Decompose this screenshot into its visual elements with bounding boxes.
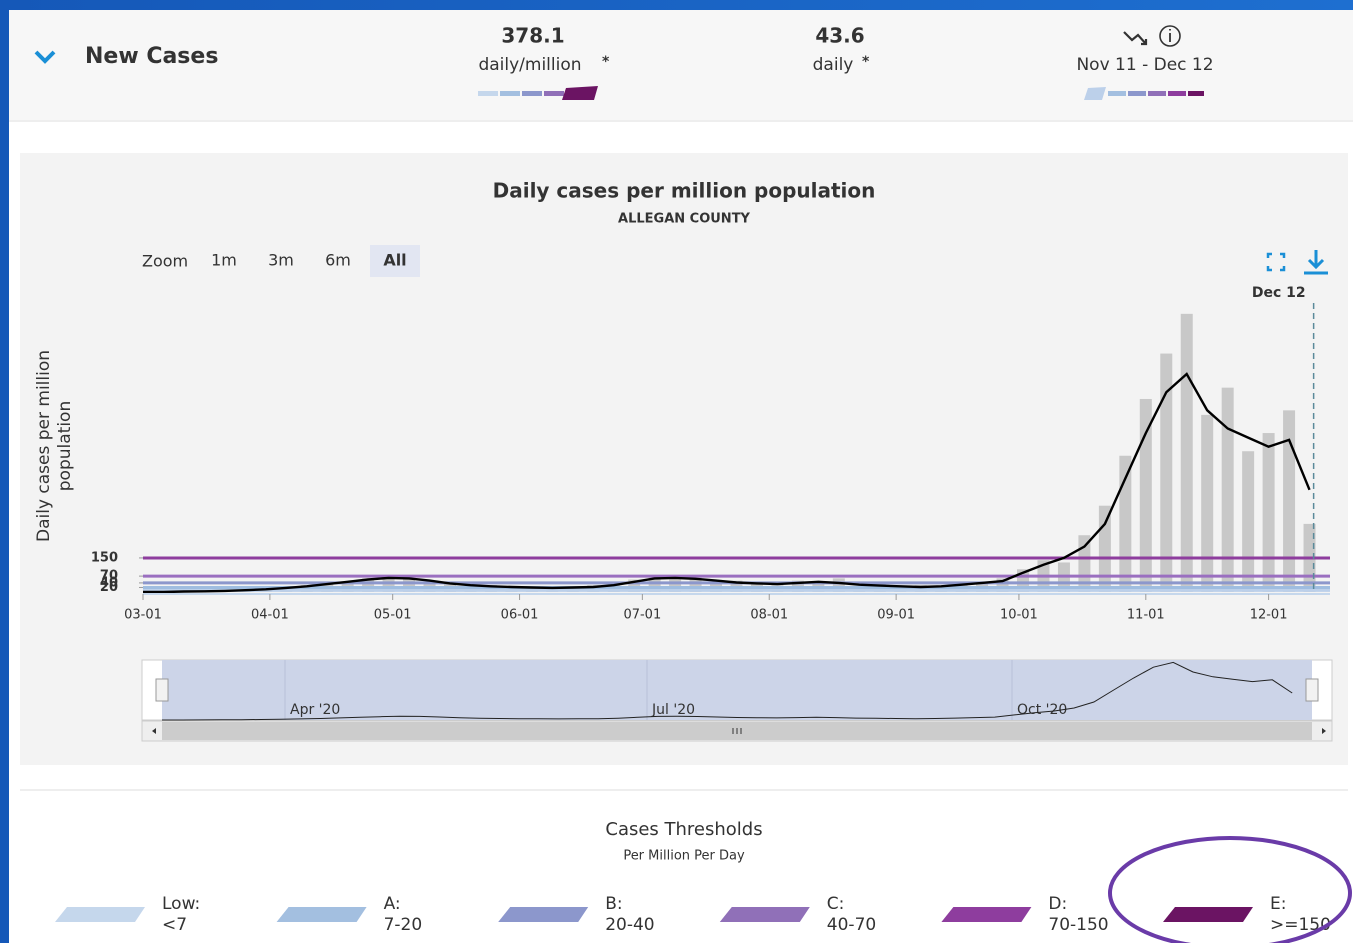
bar bbox=[1221, 387, 1234, 592]
line bbox=[143, 372, 1311, 594]
legend-title: Cases Thresholds bbox=[605, 819, 762, 840]
legend-range: >=150 bbox=[1270, 915, 1331, 935]
bar bbox=[1098, 505, 1111, 592]
download-button[interactable] bbox=[1304, 250, 1328, 275]
legend-name: D: bbox=[1048, 894, 1067, 914]
stat-value: 378.1 bbox=[501, 24, 564, 48]
legend-name: C: bbox=[827, 894, 845, 914]
date-marker-label: Dec 12 bbox=[1252, 285, 1306, 301]
zoom-buttons: 1m 3m 6m All bbox=[211, 245, 420, 277]
x-tick-label: 06-01 bbox=[501, 608, 539, 623]
bar bbox=[1160, 353, 1173, 592]
y-axis-label: Daily cases per million bbox=[34, 350, 54, 542]
x-tick-label: 03-01 bbox=[124, 608, 162, 623]
navigator: Apr '20 Jul '20 Oct '20 bbox=[141, 659, 1333, 742]
legend-swatch bbox=[719, 907, 810, 922]
scrollbar-grip bbox=[732, 728, 742, 734]
bar bbox=[1180, 313, 1193, 592]
legend-name: B: bbox=[605, 894, 622, 914]
x-tick-label: 10-01 bbox=[1000, 608, 1038, 623]
collapse-chevron[interactable] bbox=[34, 50, 56, 64]
legend-name: E: bbox=[1270, 894, 1286, 914]
y-axis-label: population bbox=[55, 401, 75, 491]
stat-note: * bbox=[602, 54, 610, 70]
legend-swatch bbox=[1163, 907, 1253, 922]
section-title: New Cases bbox=[85, 44, 218, 69]
header-bar bbox=[9, 10, 1353, 120]
y-tick-label: 150 bbox=[91, 550, 118, 565]
x-tick-label: 04-01 bbox=[251, 608, 289, 623]
stat-note: * bbox=[862, 54, 870, 70]
stat-label: daily/million bbox=[478, 55, 581, 75]
zoom-button[interactable]: 1m bbox=[211, 251, 237, 270]
legend-range: 20-40 bbox=[605, 915, 654, 935]
x-tick-label: 07-01 bbox=[623, 608, 661, 623]
legend-swatch bbox=[941, 907, 1032, 922]
navigator-handle[interactable] bbox=[155, 678, 169, 702]
navigator-label: Oct '20 bbox=[1017, 702, 1067, 718]
stat-indicator bbox=[478, 86, 598, 100]
legend-range: 40-70 bbox=[827, 915, 876, 935]
bar bbox=[1283, 410, 1296, 592]
x-tick-label: 05-01 bbox=[374, 608, 412, 623]
chart-title: Daily cases per million population bbox=[493, 179, 876, 203]
navigator-line bbox=[162, 661, 1293, 721]
zoom-button[interactable]: 3m bbox=[268, 251, 294, 270]
navigator-handle[interactable] bbox=[1305, 678, 1319, 702]
x-tick-label: 08-01 bbox=[750, 608, 788, 623]
y-tick-label: 40 bbox=[100, 575, 118, 590]
legend-name: A: bbox=[384, 894, 401, 914]
navigator-label: Jul '20 bbox=[651, 702, 695, 718]
bar bbox=[1201, 414, 1214, 592]
chart-subtitle: ALLEGAN COUNTY bbox=[618, 212, 751, 227]
y-tick-label: 20 bbox=[100, 580, 118, 595]
stat-label: daily bbox=[813, 55, 854, 75]
zoom-button[interactable]: 6m bbox=[325, 251, 351, 270]
stat-value: 43.6 bbox=[815, 24, 864, 48]
bar bbox=[1139, 398, 1152, 592]
legend-subtitle: Per Million Per Day bbox=[623, 849, 745, 864]
stat-label: Nov 11 - Dec 12 bbox=[1076, 55, 1213, 75]
fullscreen-button[interactable] bbox=[1266, 252, 1286, 272]
navigator-label: Apr '20 bbox=[290, 702, 340, 718]
legend-range: <7 bbox=[162, 915, 187, 935]
bar bbox=[1242, 451, 1255, 592]
navigator-selection bbox=[162, 660, 1312, 720]
highlight-ellipse bbox=[1108, 836, 1352, 943]
zoom-button[interactable]: All bbox=[383, 251, 406, 270]
legend-range: 70-150 bbox=[1048, 915, 1108, 935]
legend-name: Low: bbox=[162, 894, 200, 914]
x-tick-label: 11-01 bbox=[1127, 608, 1165, 623]
legend-range: 7-20 bbox=[384, 915, 423, 935]
x-tick-label: 09-01 bbox=[877, 608, 915, 623]
trend-indicator bbox=[1084, 87, 1204, 100]
x-tick-label: 12-01 bbox=[1250, 608, 1288, 623]
bar bbox=[1262, 433, 1275, 592]
zoom-button-active[interactable] bbox=[370, 245, 420, 277]
legend-swatch bbox=[276, 907, 367, 922]
legend: Low:<7 A:7-20 B:20-40 C:40-70 D:70-150 E:>=15… bbox=[55, 894, 1331, 935]
y-tick-label: 70 bbox=[100, 569, 118, 584]
info-icon[interactable] bbox=[1159, 25, 1181, 47]
legend-swatch bbox=[498, 907, 589, 922]
legend-swatch bbox=[55, 907, 145, 922]
zoom-label: Zoom bbox=[142, 252, 188, 271]
trend-icon bbox=[1123, 31, 1148, 46]
